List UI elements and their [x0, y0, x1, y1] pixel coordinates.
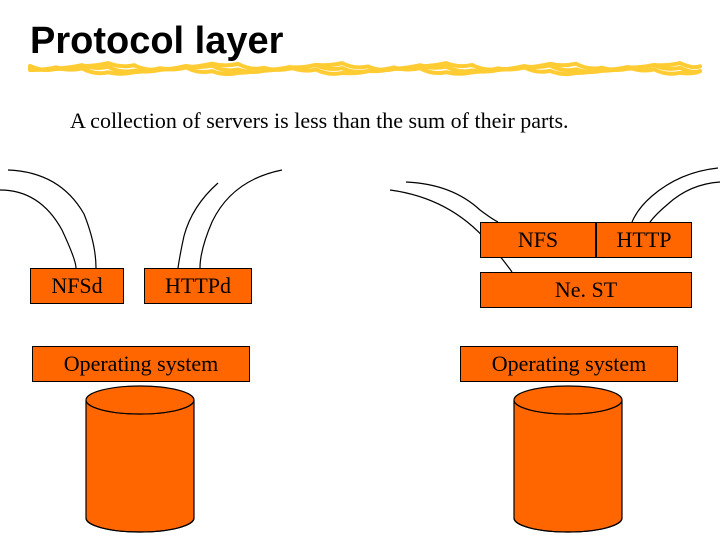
slide-title: Protocol layer: [30, 20, 283, 63]
wires-left: [0, 170, 282, 268]
box-nfs: NFS: [480, 222, 596, 258]
cylinder-left: [86, 386, 194, 532]
box-os-right: Operating system: [460, 346, 678, 382]
box-http-label: HTTP: [617, 227, 672, 253]
box-os-right-label: Operating system: [492, 351, 647, 377]
box-nfsd-label: NFSd: [51, 273, 102, 299]
box-os-left-label: Operating system: [64, 351, 219, 377]
box-httpd-label: HTTPd: [165, 273, 231, 299]
cylinder-right: [514, 386, 622, 532]
box-nest: Ne. ST: [480, 272, 692, 308]
box-http: HTTP: [596, 222, 692, 258]
box-nfsd: NFSd: [30, 268, 124, 304]
box-os-left: Operating system: [32, 346, 250, 382]
slide-subtitle: A collection of servers is less than the…: [70, 108, 569, 134]
box-nest-label: Ne. ST: [555, 277, 617, 303]
box-httpd: HTTPd: [144, 268, 252, 304]
box-nfs-label: NFS: [518, 227, 558, 253]
title-underline: [30, 63, 700, 74]
